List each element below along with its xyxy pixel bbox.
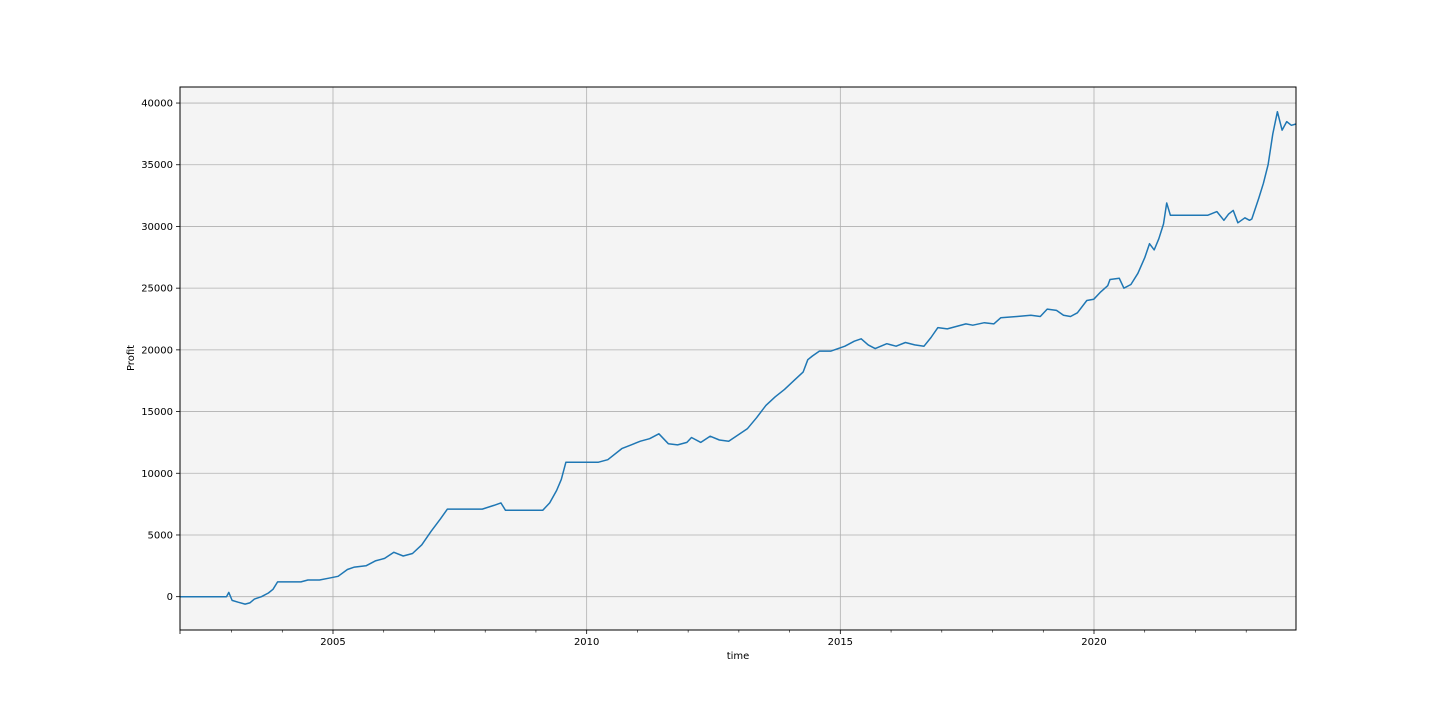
y-tick-label-35000: 35000 xyxy=(141,160,173,171)
series-line-0 xyxy=(180,110,1297,605)
y-tick-label-0: 0 xyxy=(167,592,173,603)
grid-lines xyxy=(180,87,1296,630)
y-tick-label-5000: 5000 xyxy=(148,530,173,541)
x-tick-label-2015: 2015 xyxy=(828,637,853,648)
y-tick-label-40000: 40000 xyxy=(141,99,173,110)
x-axis-label: time xyxy=(727,651,750,662)
y-axis-label: Profit xyxy=(126,345,137,371)
x-tick-label-2005: 2005 xyxy=(320,637,345,648)
y-axis: 0 5000 10000 15000 20000 25000 30000 35000 40000 xyxy=(141,99,180,603)
x-axis: 2005 2010 2015 2020 xyxy=(179,630,1247,648)
y-tick-label-20000: 20000 xyxy=(141,345,173,356)
plot-background xyxy=(180,87,1296,630)
y-tick-label-25000: 25000 xyxy=(141,284,173,295)
y-tick-label-30000: 30000 xyxy=(141,222,173,233)
series-group xyxy=(180,110,1297,605)
x-tick-label-2020: 2020 xyxy=(1081,637,1106,648)
x-tick-label-2010: 2010 xyxy=(574,637,599,648)
y-tick-label-15000: 15000 xyxy=(141,407,173,418)
plot-frame xyxy=(179,86,1297,631)
y-tick-label-10000: 10000 xyxy=(141,469,173,480)
